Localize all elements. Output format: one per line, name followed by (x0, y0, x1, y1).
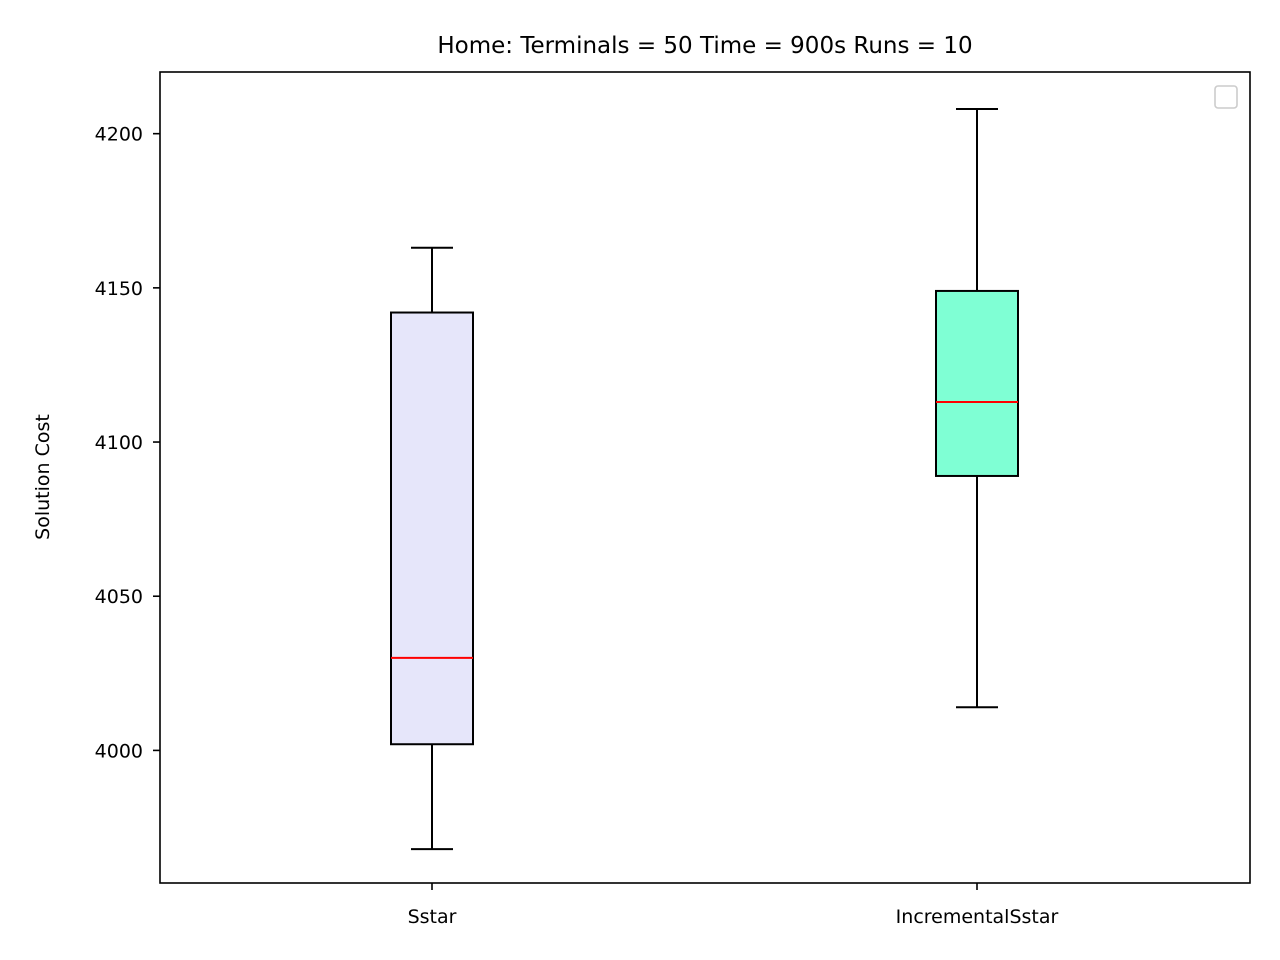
x-tick-label: Sstar (408, 906, 457, 928)
iqr-box (390, 311, 474, 746)
chart-title: Home: Terminals = 50 Time = 900s Runs = … (437, 33, 972, 59)
axes-frame (159, 71, 1251, 884)
y-axis-label: Solution Cost (32, 414, 54, 540)
y-tick-label: 4100 (95, 432, 143, 454)
y-tick-label: 4050 (95, 586, 143, 608)
y-tick-label: 4000 (95, 740, 143, 762)
y-tick-label: 4200 (95, 124, 143, 146)
plot-area: 4000 4050 4100 4150 4200 Sstar IncrementalSsta… (95, 108, 1059, 928)
legend-box (1214, 85, 1238, 109)
x-tick-label: IncrementalSstar (896, 906, 1059, 928)
iqr-box (935, 289, 1019, 477)
y-tick-label: 4150 (95, 278, 143, 300)
